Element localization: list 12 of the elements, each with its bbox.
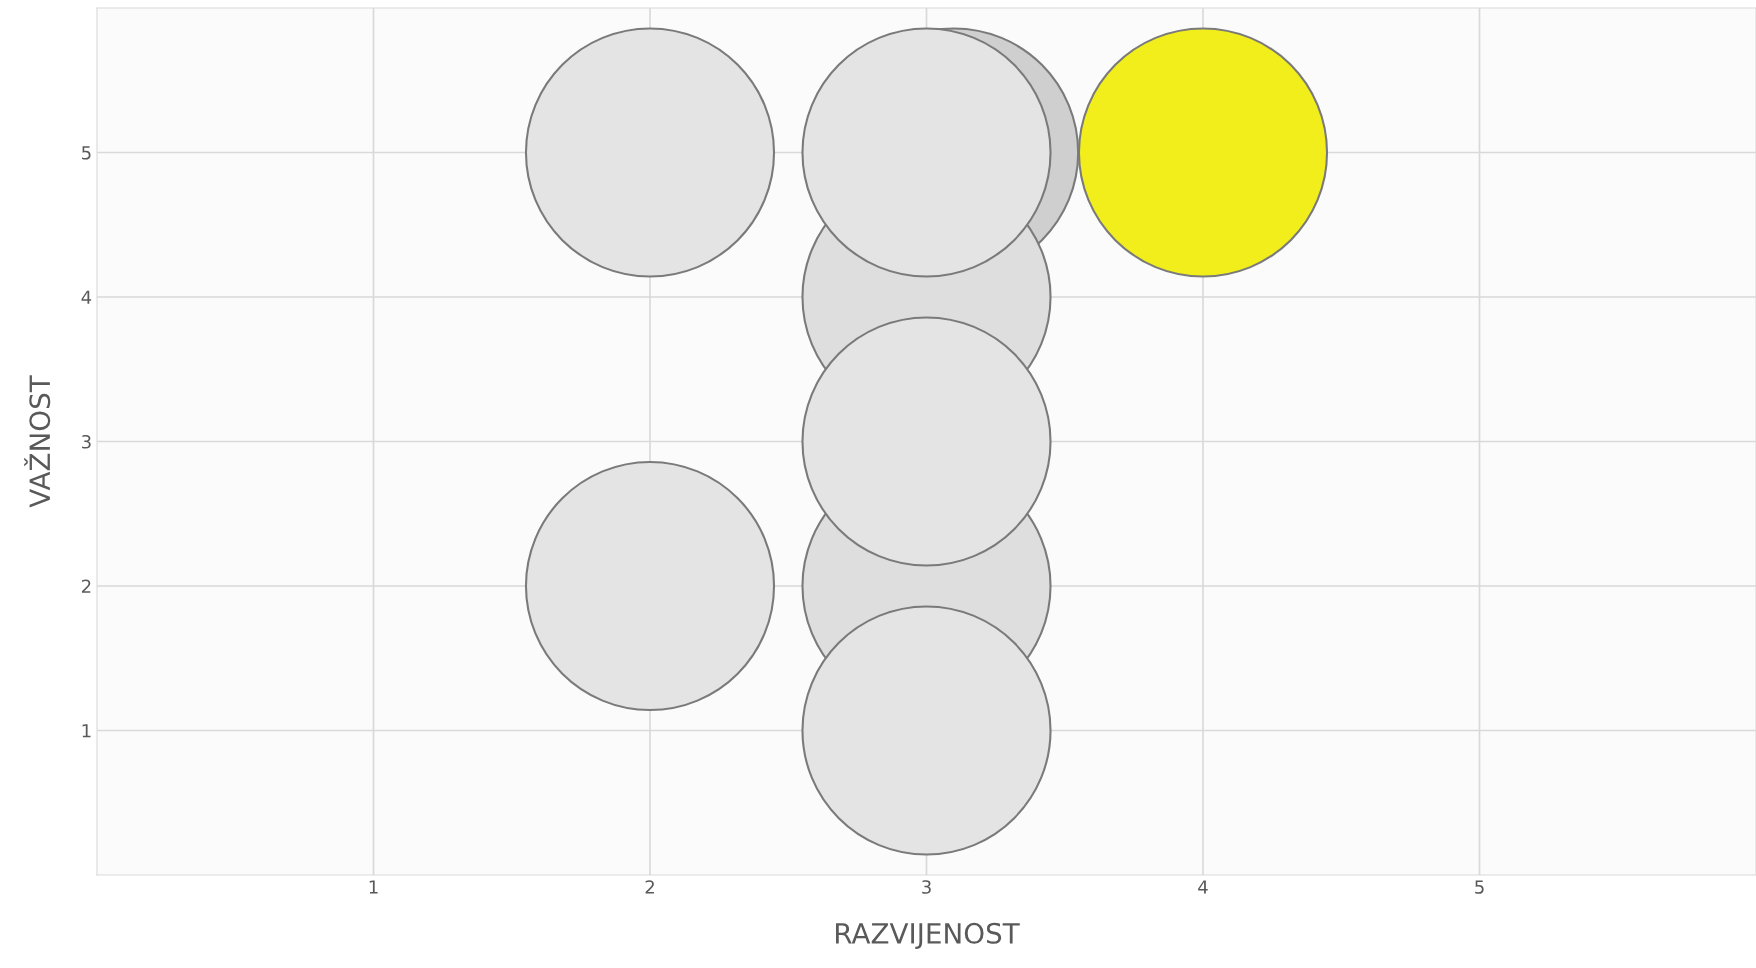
y-tick-label: 3 [82, 434, 91, 449]
x-tick-label: 2 [645, 880, 654, 894]
x-axis-title: RAZVIJENOST [836, 922, 1020, 949]
x-tick-label: 3 [922, 880, 931, 894]
y-tick-label: 1 [82, 724, 91, 738]
y-tick-label: 5 [82, 146, 91, 160]
y-axis-title: VAŽNOST [24, 375, 51, 508]
x-tick-label: 1 [369, 880, 378, 894]
y-tick-label: 2 [81, 579, 91, 593]
x-tick-label: 5 [1475, 880, 1484, 894]
x-tick-label: 4 [1198, 880, 1208, 894]
y-tick-label: 4 [81, 290, 92, 304]
